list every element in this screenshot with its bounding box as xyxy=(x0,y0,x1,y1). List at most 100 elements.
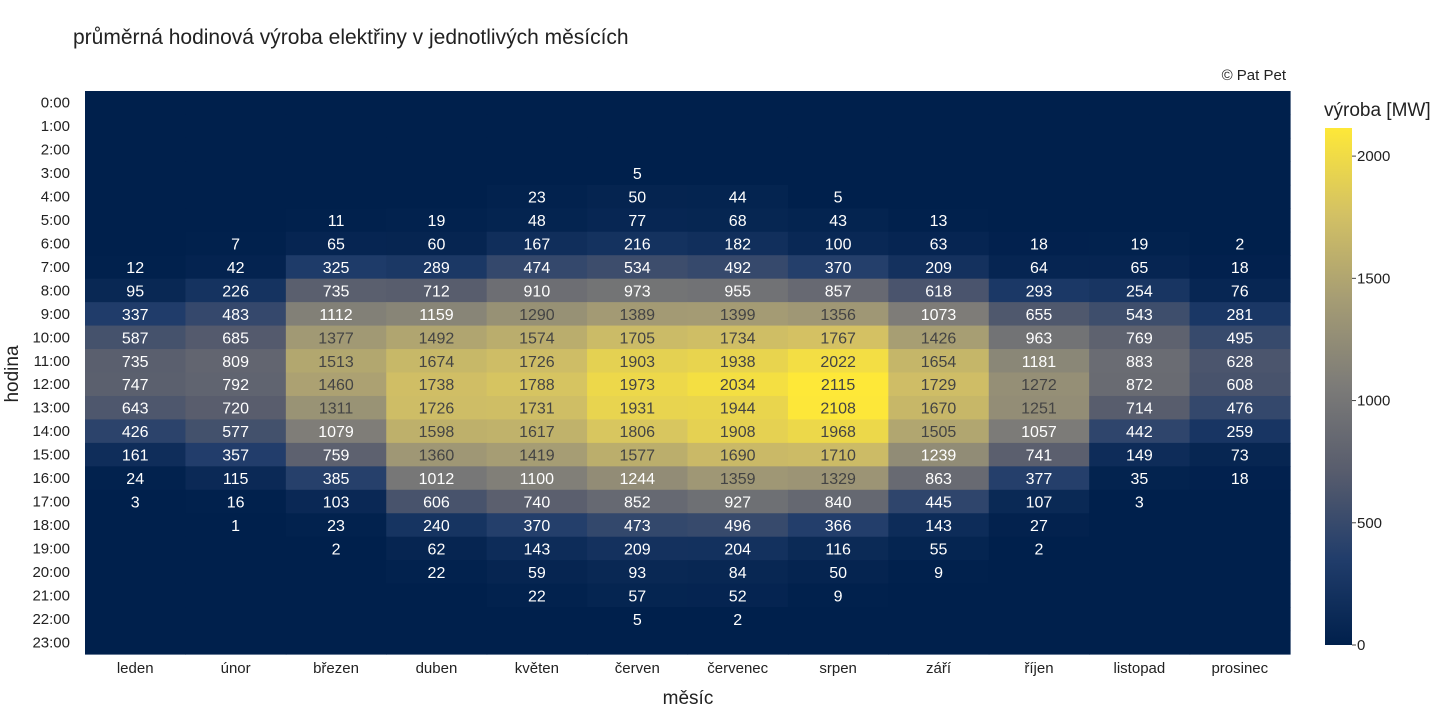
cell-value-label: 1726 xyxy=(519,354,555,371)
cell-value-label: 24 xyxy=(126,471,144,488)
heatmap-cell xyxy=(1189,161,1291,186)
cell-value-label: 1729 xyxy=(921,377,957,394)
cell-value-label: 2 xyxy=(332,541,341,558)
cell-value-label: 1944 xyxy=(720,401,756,418)
heatmap-cell xyxy=(687,372,789,397)
heatmap-cell xyxy=(1189,560,1291,585)
cell-value-label: 1311 xyxy=(319,401,354,418)
heatmap-cell xyxy=(988,325,1090,350)
heatmap-cell xyxy=(1189,278,1291,303)
heatmap-cell xyxy=(1189,231,1291,256)
cell-value-label: 883 xyxy=(1126,354,1153,371)
cell-value-label: 13 xyxy=(930,213,948,230)
cell-value-label: 167 xyxy=(524,236,551,253)
y-tick-label: 22:00 xyxy=(32,611,70,628)
heatmap-cell xyxy=(687,91,789,116)
cell-value-label: 1654 xyxy=(921,354,957,371)
heatmap-cell xyxy=(386,349,488,374)
heatmap-cell xyxy=(1189,184,1291,209)
heatmap-cell xyxy=(1189,419,1291,444)
heatmap-cell xyxy=(486,395,588,421)
heatmap-cell xyxy=(285,302,387,327)
colorbar-tick-label: 0 xyxy=(1357,637,1365,654)
cell-value-label: 495 xyxy=(1226,330,1253,347)
cell-value-label: 474 xyxy=(524,260,551,277)
cell-value-label: 52 xyxy=(729,588,747,605)
x-tick-label: červenec xyxy=(707,660,768,677)
heatmap-cell xyxy=(486,513,588,538)
cell-value-label: 1329 xyxy=(820,471,856,488)
heatmap-cell xyxy=(988,560,1090,585)
x-tick-label: listopad xyxy=(1114,660,1166,677)
heatmap-cell xyxy=(587,395,689,421)
heatmap-cell xyxy=(386,489,488,514)
heatmap-cell xyxy=(285,536,387,561)
heatmap-cell xyxy=(1089,137,1191,162)
cell-value-label: 1617 xyxy=(519,424,555,441)
heatmap-cell xyxy=(1089,607,1191,632)
colorbar-ticks: 0 500 1000 1500 2000 xyxy=(1352,148,1390,654)
heatmap-cell xyxy=(285,161,387,186)
cell-value-label: 442 xyxy=(1126,424,1153,441)
heatmap-cell xyxy=(85,372,187,397)
cell-value-label: 293 xyxy=(1026,283,1053,300)
x-tick-label: srpen xyxy=(819,660,857,677)
heatmap-cell xyxy=(787,278,889,303)
cell-value-label: 476 xyxy=(1226,401,1253,418)
heatmap-cell xyxy=(386,161,488,186)
heatmap-cell xyxy=(285,231,387,256)
heatmap-cell xyxy=(185,630,287,655)
cell-value-label: 23 xyxy=(528,190,546,207)
cell-value-label: 12 xyxy=(126,260,144,277)
y-tick-label: 1:00 xyxy=(41,118,70,135)
heatmap-cell xyxy=(1189,91,1291,116)
cell-value-label: 259 xyxy=(1226,424,1253,441)
heatmap-cell xyxy=(888,349,990,374)
heatmap-cell xyxy=(185,349,287,374)
cell-value-label: 1908 xyxy=(720,424,756,441)
heatmap-cell xyxy=(787,325,889,350)
y-tick-label: 12:00 xyxy=(32,376,70,393)
heatmap-cell xyxy=(85,137,187,162)
heatmap-cell xyxy=(687,419,789,444)
cell-value-label: 628 xyxy=(1226,354,1253,371)
cell-value-label: 747 xyxy=(122,377,149,394)
heatmap-cell xyxy=(888,278,990,303)
heatmap-cell xyxy=(1089,419,1191,444)
cell-value-label: 963 xyxy=(1026,330,1053,347)
heatmap-cell xyxy=(1189,583,1291,608)
cell-value-label: 84 xyxy=(729,565,747,582)
cell-value-label: 18 xyxy=(1030,236,1048,253)
heatmap-cell xyxy=(587,372,689,397)
heatmap-cell xyxy=(1089,208,1191,233)
y-tick-label: 0:00 xyxy=(41,95,70,112)
cell-value-label: 57 xyxy=(628,588,646,605)
cell-value-label: 357 xyxy=(222,448,249,465)
heatmap-cell xyxy=(1189,255,1291,280)
heatmap-cell xyxy=(285,184,387,209)
cell-value-label: 496 xyxy=(724,518,751,535)
cell-value-label: 863 xyxy=(925,471,952,488)
cell-value-label: 62 xyxy=(428,541,446,558)
cell-value-label: 18 xyxy=(1231,260,1249,277)
cell-value-label: 366 xyxy=(825,518,852,535)
cell-value-label: 55 xyxy=(930,541,948,558)
heatmap-cell xyxy=(888,395,990,421)
heatmap-cell xyxy=(85,607,187,632)
cell-value-label: 3 xyxy=(131,495,140,512)
heatmap-cell xyxy=(85,325,187,350)
heatmap-cell xyxy=(386,278,488,303)
y-tick-label: 16:00 xyxy=(32,470,70,487)
cell-value-label: 1577 xyxy=(619,448,655,465)
heatmap-cell xyxy=(687,302,789,327)
heatmap-cell xyxy=(185,372,287,397)
y-tick-label: 5:00 xyxy=(41,212,70,229)
heatmap-cell xyxy=(285,583,387,608)
cell-value-label: 182 xyxy=(724,236,751,253)
cell-value-label: 1674 xyxy=(419,354,455,371)
heatmap-cell xyxy=(988,184,1090,209)
y-tick-label: 8:00 xyxy=(41,282,70,299)
heatmap-cell xyxy=(185,442,287,467)
heatmap-cell xyxy=(787,583,889,608)
heatmap-cell xyxy=(988,161,1090,186)
